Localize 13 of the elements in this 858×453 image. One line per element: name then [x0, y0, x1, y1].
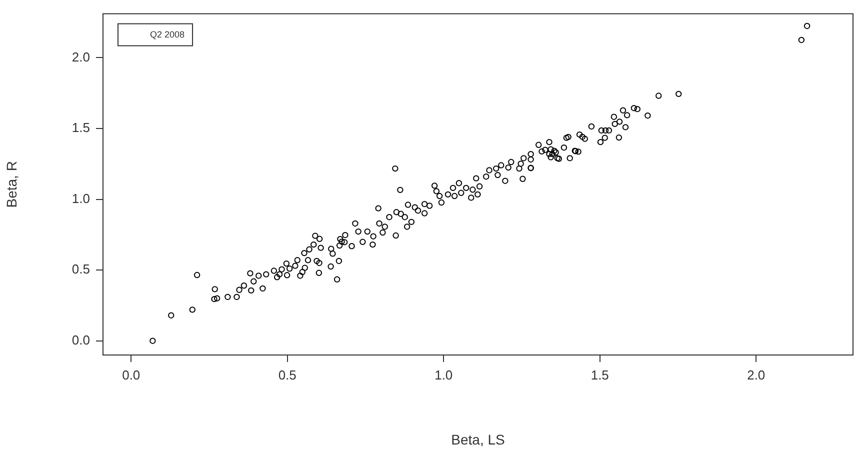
- y-tick-label: 1.0: [72, 190, 90, 206]
- x-tick-label: 0.0: [122, 367, 140, 382]
- x-axis-title: Beta, LS: [451, 431, 505, 448]
- x-tick-label: 0.5: [278, 367, 296, 382]
- y-tick-label: 0.0: [72, 332, 90, 348]
- y-tick-label: 2.0: [72, 49, 90, 64]
- x-tick-label: 1.5: [590, 367, 609, 382]
- y-tick-label: 0.5: [72, 262, 90, 277]
- x-tick-label: 2.0: [747, 367, 766, 382]
- annotation: Q2 2008: [150, 29, 185, 40]
- x-tick-label: 1.0: [434, 367, 453, 382]
- y-axis-title: Beta, R: [3, 161, 20, 208]
- y-tick-label: 1.5: [72, 120, 90, 136]
